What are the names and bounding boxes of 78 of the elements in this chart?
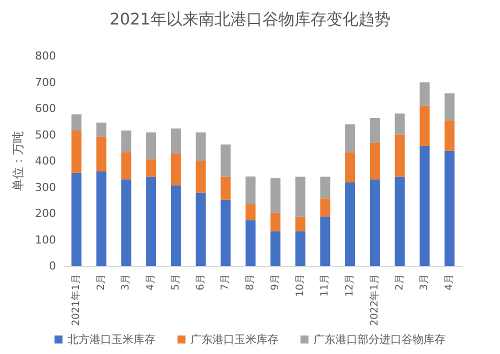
bar (96, 136, 106, 172)
bar (295, 231, 306, 266)
bar (270, 231, 280, 266)
bar (71, 114, 82, 131)
bar (420, 146, 430, 266)
bar (320, 176, 330, 198)
x-tick-label: 6月 (195, 274, 206, 290)
bar (246, 176, 256, 204)
bar (246, 220, 256, 266)
bar (320, 198, 330, 217)
bar (170, 153, 181, 186)
bar (370, 179, 380, 266)
bar (96, 122, 106, 137)
bar (146, 132, 156, 160)
bar (295, 176, 306, 217)
bar (170, 128, 181, 154)
x-tick-label: 4月 (146, 274, 157, 290)
bar (345, 124, 356, 152)
x-tick-label: 8月 (245, 274, 256, 290)
bar (121, 179, 132, 266)
x-tick-label: 2月 (96, 274, 107, 290)
x-tick-label: 7月 (220, 274, 232, 290)
bar (220, 200, 231, 266)
y-axis-title: 单位：万吨 (11, 131, 26, 191)
chart-title: 2021年以来南北港口谷物库存变化趋势 (110, 10, 390, 28)
bar (394, 176, 405, 266)
x-tick-label: 3月 (120, 274, 132, 290)
bar (270, 212, 280, 232)
bar (444, 93, 455, 120)
bar (196, 161, 206, 193)
x-tick-label: 9月 (270, 274, 281, 290)
bar (295, 216, 306, 232)
bar (71, 130, 82, 173)
y-tick-label: 800 (35, 50, 56, 62)
bar (121, 130, 132, 152)
bar (394, 134, 405, 177)
legend-label: 广东港口部分进口谷物库存 (314, 333, 446, 346)
x-tick-label: 4月 (444, 274, 456, 290)
bar (420, 106, 430, 146)
bar (170, 185, 181, 266)
bar (444, 150, 455, 266)
y-tick-label: 200 (35, 207, 56, 220)
bar (96, 172, 106, 266)
bar (146, 159, 156, 177)
bar (196, 132, 206, 161)
x-tick-label: 2022年1月 (368, 274, 380, 326)
bar (345, 152, 356, 183)
x-tick-label: 3月 (419, 274, 430, 290)
bar (71, 172, 82, 266)
y-tick-label: 600 (35, 102, 56, 115)
bar (246, 204, 256, 220)
y-tick-label: 700 (35, 76, 56, 89)
bar (370, 118, 380, 143)
y-tick-label: 0 (49, 260, 56, 272)
legend-label: 广东港口玉米库存 (190, 333, 278, 346)
bar (146, 176, 156, 266)
y-tick-label: 500 (35, 128, 56, 142)
x-tick-label: 11月 (320, 274, 331, 297)
bar (121, 152, 132, 180)
y-tick-label: 300 (35, 180, 56, 194)
legend-label: 北方港口玉米库存 (68, 333, 156, 346)
bar (370, 142, 380, 180)
bar (270, 178, 280, 213)
bar (444, 120, 455, 151)
y-tick-label: 100 (35, 233, 56, 246)
bar (394, 113, 405, 135)
x-tick-label: 2021年1月 (70, 274, 82, 326)
x-tick-label: 12月 (344, 274, 356, 297)
y-tick-label: 400 (35, 154, 56, 168)
x-tick-label: 10月 (294, 274, 306, 297)
x-tick-label: 5月 (170, 274, 182, 290)
bar (196, 192, 206, 266)
bar (220, 144, 231, 177)
bar (420, 82, 430, 106)
x-tick-label: 2月 (394, 274, 406, 290)
bar (320, 216, 330, 266)
bar (345, 182, 356, 266)
bar (220, 176, 231, 200)
